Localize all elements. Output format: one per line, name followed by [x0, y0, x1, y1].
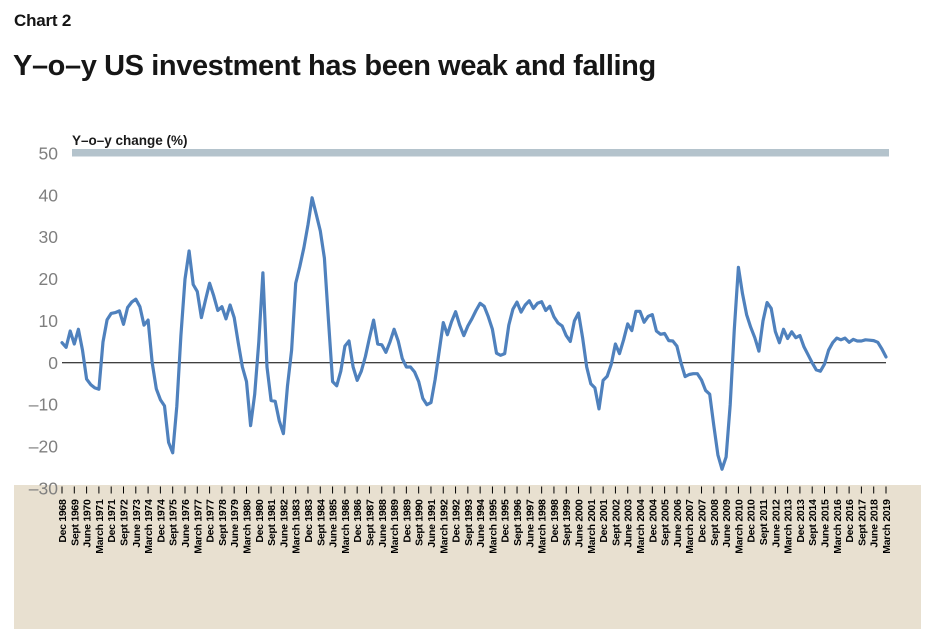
- x-axis-label: June 1973: [131, 499, 143, 548]
- x-axis-label: March 1974: [143, 499, 155, 554]
- x-axis-label: June 1976: [180, 499, 192, 548]
- x-axis-label: June 1979: [229, 499, 241, 548]
- x-axis-label: March 1971: [94, 499, 106, 554]
- x-axis-label: June 1994: [475, 499, 487, 548]
- x-axis-label: June 2012: [770, 499, 782, 548]
- x-axis-band: [14, 485, 921, 629]
- x-axis-label: Dec 2004: [647, 499, 659, 543]
- x-axis-label: Sept 1981: [266, 499, 278, 546]
- x-axis-label: Sept 1975: [168, 499, 180, 546]
- x-axis-label: Dec 1992: [451, 499, 463, 543]
- series-label: Y–o–y change (%): [72, 133, 188, 148]
- x-axis-label: Dec 1998: [549, 499, 561, 543]
- x-axis-label: Dec 1971: [106, 499, 118, 543]
- y-axis-label: 0: [48, 353, 58, 373]
- x-axis-label: Dec 2013: [795, 499, 807, 543]
- x-axis-label: June 2018: [869, 499, 881, 548]
- x-axis-label: Sept 1969: [69, 499, 81, 546]
- x-axis-label: Dec 1977: [205, 499, 217, 543]
- x-axis-label: Sept 1999: [561, 499, 573, 546]
- y-axis-label: 20: [39, 269, 59, 289]
- x-axis-label: Sept 1996: [512, 499, 524, 546]
- y-axis-label: 40: [39, 185, 59, 205]
- x-axis-label: March 2001: [586, 499, 598, 554]
- x-axis-label: June 2000: [574, 499, 586, 548]
- x-axis-label: March 2013: [783, 499, 795, 554]
- x-axis-label: June 1970: [82, 499, 94, 548]
- x-axis-label: March 2016: [832, 499, 844, 554]
- x-axis-label: March 1995: [487, 499, 499, 554]
- x-axis-label: Sept 1993: [463, 499, 475, 546]
- chart-number-label: Chart 2: [14, 11, 72, 30]
- x-axis-label: Sept 1972: [118, 499, 130, 546]
- x-axis-label: Dec 1995: [500, 499, 512, 543]
- x-axis-label: Sept 2005: [660, 499, 672, 546]
- x-axis-label: March 2007: [684, 499, 696, 554]
- x-axis-label: March 1986: [340, 499, 352, 554]
- x-axis-label: Sept 2008: [709, 499, 721, 546]
- y-axis-label: 50: [39, 143, 59, 163]
- x-axis-label: Dec 1968: [57, 499, 69, 543]
- y-axis-label: 10: [39, 311, 59, 331]
- x-axis-label: Dec 2010: [746, 499, 758, 543]
- x-axis-label: Sept 1978: [217, 499, 229, 546]
- x-axis-label: Dec 2016: [844, 499, 856, 543]
- page-title: Y–o–y US investment has been weak and fa…: [13, 50, 656, 82]
- y-axis-label: –20: [29, 437, 58, 457]
- x-axis-label: Dec 2007: [697, 499, 709, 543]
- x-axis-label: June 2003: [623, 499, 635, 548]
- x-axis-label: June 1982: [278, 499, 290, 548]
- x-axis-label: March 2004: [635, 499, 647, 554]
- x-axis-label: Sept 1984: [315, 499, 327, 546]
- x-axis-label: March 1983: [291, 499, 303, 554]
- x-axis-label: Dec 1980: [254, 499, 266, 543]
- x-axis-label: June 2009: [721, 499, 733, 548]
- x-axis-label: March 1992: [438, 499, 450, 554]
- x-axis-label: June 1997: [524, 499, 536, 548]
- x-axis-label: March 1989: [389, 499, 401, 554]
- x-axis-label: Sept 1987: [364, 499, 376, 546]
- x-axis-label: June 1988: [377, 499, 389, 548]
- x-axis-label: March 1998: [537, 499, 549, 554]
- x-axis-label: Dec 1974: [155, 499, 167, 543]
- x-axis-label: Sept 1990: [414, 499, 426, 546]
- x-axis-label: Sept 2002: [610, 499, 622, 546]
- y-axis-label: –30: [29, 478, 58, 498]
- x-axis-label: Dec 1986: [352, 499, 364, 543]
- x-axis-label: June 2015: [820, 499, 832, 548]
- y-axis-label: 30: [39, 227, 59, 247]
- x-axis-label: June 1991: [426, 499, 438, 548]
- x-axis-label: Dec 1983: [303, 499, 315, 543]
- x-axis-label: June 2006: [672, 499, 684, 548]
- x-axis-label: June 1985: [328, 499, 340, 548]
- x-axis-label: Dec 1989: [401, 499, 413, 543]
- investment-series-line: [60, 196, 888, 471]
- y-axis-label: –10: [29, 395, 58, 415]
- x-axis-label: March 2010: [733, 499, 745, 554]
- x-axis-label: March 1980: [241, 499, 253, 554]
- x-axis-label: Sept 2017: [856, 499, 868, 546]
- x-axis-label: Sept 2014: [807, 499, 819, 546]
- x-axis-label: March 2019: [881, 499, 893, 554]
- x-axis-label: Sept 2011: [758, 499, 770, 545]
- x-axis-label: Dec 2001: [598, 499, 610, 543]
- x-axis-label: March 1977: [192, 499, 204, 554]
- top-accent-bar: [72, 149, 889, 157]
